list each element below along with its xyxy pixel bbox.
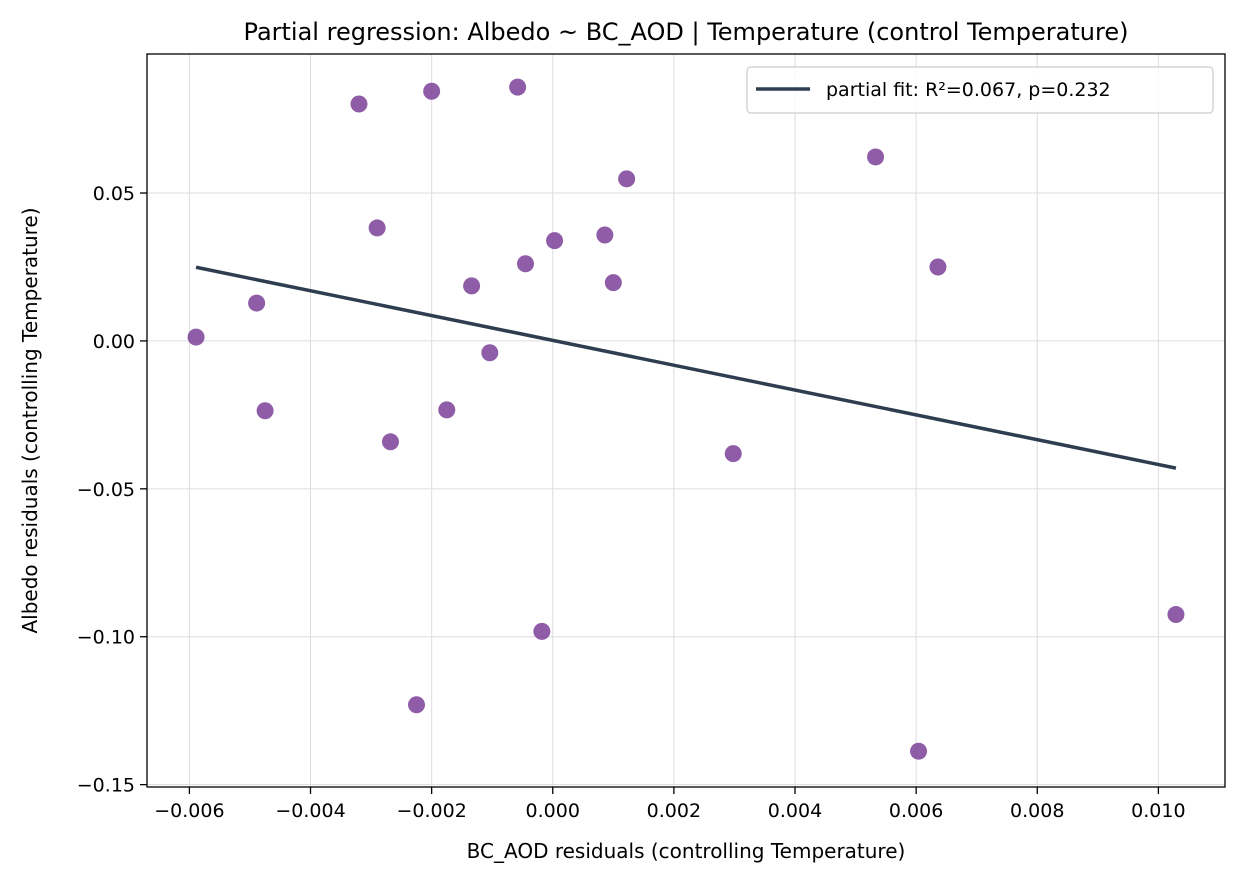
data-point	[438, 401, 456, 419]
data-point	[929, 258, 947, 276]
data-point	[724, 445, 742, 463]
legend: partial fit: R²=0.067, p=0.232	[746, 66, 1214, 114]
data-point	[463, 277, 481, 295]
y-axis-label: Albedo residuals (controlling Temperatur…	[18, 207, 42, 633]
data-point	[618, 170, 636, 188]
data-point	[867, 148, 885, 166]
x-axis-label: BC_AOD residuals (controlling Temperatur…	[467, 839, 906, 863]
x-tick-label: 0.010	[1131, 800, 1185, 822]
grid	[147, 54, 1225, 787]
data-point	[350, 95, 368, 113]
y-tick-label: −0.05	[77, 479, 135, 501]
y-tick-label: 0.00	[93, 331, 135, 353]
data-point	[256, 402, 274, 420]
y-tick-label: −0.15	[77, 775, 135, 797]
x-tick-label: 0.002	[647, 800, 701, 822]
data-point	[910, 742, 928, 760]
x-tick-label: 0.004	[768, 800, 822, 822]
x-tick-label: −0.002	[396, 800, 466, 822]
y-axis-ticks: −0.15 −0.10 −0.05 0.00 0.05	[77, 183, 147, 797]
data-point	[533, 622, 551, 640]
data-point	[517, 255, 535, 273]
data-point	[546, 232, 564, 250]
scatter-points	[187, 78, 1185, 760]
x-tick-label: −0.006	[154, 800, 224, 822]
legend-box	[746, 66, 1214, 114]
data-point	[187, 328, 205, 346]
chart-title: Partial regression: Albedo ~ BC_AOD | Te…	[244, 18, 1129, 46]
data-point	[509, 78, 527, 96]
y-tick-label: 0.05	[93, 183, 135, 205]
x-tick-label: 0.000	[526, 800, 580, 822]
data-point	[423, 82, 441, 100]
plot-frame	[146, 53, 1226, 788]
x-tick-label: 0.006	[889, 800, 943, 822]
x-tick-label: −0.004	[275, 800, 345, 822]
data-point	[481, 344, 499, 362]
fit-line-layer	[195, 265, 1177, 470]
x-axis-ticks: −0.006 −0.004 −0.002 0.000 0.002 0.004 0.006 0.…	[154, 787, 1186, 822]
data-point	[604, 274, 622, 292]
data-point	[1167, 606, 1185, 624]
y-tick-label: −0.10	[77, 627, 135, 649]
data-point	[381, 433, 399, 451]
data-point	[408, 696, 425, 714]
data-point	[248, 294, 266, 312]
fit-line	[195, 265, 1177, 470]
x-tick-label: 0.008	[1010, 800, 1064, 822]
legend-label: partial fit: R²=0.067, p=0.232	[826, 79, 1111, 101]
data-point	[368, 219, 386, 237]
data-point	[596, 226, 614, 244]
